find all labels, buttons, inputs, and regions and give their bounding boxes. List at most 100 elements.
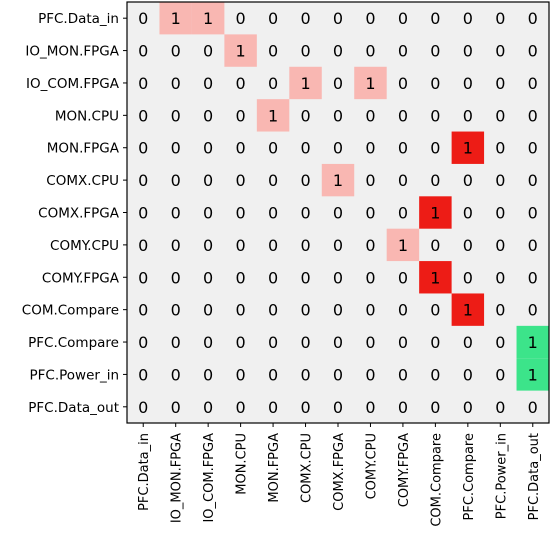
row-label-12: PFC.Data_out	[28, 400, 119, 416]
cell-value-11-3: 0	[236, 365, 246, 384]
cell-value-11-5: 0	[300, 365, 310, 384]
cell-value-3-7: 0	[365, 106, 375, 125]
col-label-3: MON.CPU	[235, 433, 250, 495]
row-label-8: COMY.FPGA	[42, 270, 120, 286]
row-label-11: PFC.Power_in	[30, 367, 120, 383]
cell-value-4-11: 0	[495, 139, 505, 158]
cell-value-10-0: 0	[138, 333, 148, 352]
cell-value-4-10: 1	[463, 139, 473, 158]
cell-value-2-4: 0	[268, 74, 278, 93]
cell-value-6-9: 1	[430, 204, 440, 223]
cell-value-5-1: 0	[171, 171, 181, 190]
cell-value-1-0: 0	[138, 42, 148, 61]
cell-value-2-3: 0	[236, 74, 246, 93]
cell-value-5-2: 0	[203, 171, 213, 190]
cell-value-5-6: 1	[333, 171, 343, 190]
cell-value-9-0: 0	[138, 301, 148, 320]
cell-value-12-11: 0	[495, 398, 505, 417]
col-label-6: COMX.FPGA	[332, 433, 347, 511]
cell-value-5-5: 0	[300, 171, 310, 190]
row-label-6: COMX.FPGA	[38, 206, 120, 222]
cell-value-4-5: 0	[300, 139, 310, 158]
cell-value-1-11: 0	[495, 42, 505, 61]
col-label-8: COMY.FPGA	[397, 433, 412, 507]
cell-value-3-11: 0	[495, 106, 505, 125]
cell-value-5-12: 0	[528, 171, 538, 190]
cell-value-3-10: 0	[463, 106, 473, 125]
cell-value-0-6: 0	[333, 9, 343, 28]
cell-value-0-8: 0	[398, 9, 408, 28]
cell-value-5-10: 0	[463, 171, 473, 190]
cell-value-5-9: 0	[430, 171, 440, 190]
col-label-11: PFC.Power_in	[494, 433, 509, 519]
highlight-cell-3-4	[256, 99, 290, 132]
cell-value-6-12: 0	[528, 204, 538, 223]
cell-value-7-12: 0	[528, 236, 538, 255]
cell-value-7-11: 0	[495, 236, 505, 255]
cell-value-7-3: 0	[236, 236, 246, 255]
cell-value-12-2: 0	[203, 398, 213, 417]
cell-value-1-2: 0	[203, 42, 213, 61]
plot-background	[127, 2, 549, 423]
cell-value-2-2: 0	[203, 74, 213, 93]
cell-value-11-4: 0	[268, 365, 278, 384]
cell-value-12-7: 0	[365, 398, 375, 417]
row-label-1: IO_MON.FPGA	[25, 44, 119, 60]
cell-value-1-8: 0	[398, 42, 408, 61]
col-label-10: PFC.Compare	[462, 433, 477, 520]
highlight-cell-6-9	[419, 196, 452, 229]
cell-value-3-9: 0	[430, 106, 440, 125]
cell-value-2-6: 0	[333, 74, 343, 93]
cell-value-5-4: 0	[268, 171, 278, 190]
cell-value-12-5: 0	[300, 398, 310, 417]
cell-value-5-0: 0	[138, 171, 148, 190]
cell-value-1-12: 0	[528, 42, 538, 61]
cell-value-0-9: 0	[430, 9, 440, 28]
cell-value-10-7: 0	[365, 333, 375, 352]
col-label-4: MON.FPGA	[267, 433, 282, 503]
cell-value-9-4: 0	[268, 301, 278, 320]
cell-value-12-3: 0	[236, 398, 246, 417]
cell-value-0-1: 1	[171, 9, 181, 28]
highlight-cell-5-6	[321, 163, 355, 197]
cell-value-6-5: 0	[300, 204, 310, 223]
cell-value-10-5: 0	[300, 333, 310, 352]
cell-value-6-6: 0	[333, 204, 343, 223]
cell-value-1-6: 0	[333, 42, 343, 61]
cell-value-10-10: 0	[463, 333, 473, 352]
cell-value-8-3: 0	[236, 268, 246, 287]
cell-value-11-9: 0	[430, 365, 440, 384]
cell-value-0-12: 0	[528, 9, 538, 28]
cell-value-9-6: 0	[333, 301, 343, 320]
cell-value-4-2: 0	[203, 139, 213, 158]
cell-value-6-11: 0	[495, 204, 505, 223]
highlight-cell-4-10	[451, 131, 485, 164]
highlight-cell-9-10	[451, 293, 485, 326]
cell-value-5-8: 0	[398, 171, 408, 190]
cell-value-9-12: 0	[528, 301, 538, 320]
highlight-cell-11-12	[516, 358, 549, 391]
cell-value-0-5: 0	[300, 9, 310, 28]
cell-value-5-7: 0	[365, 171, 375, 190]
cell-value-7-8: 1	[398, 236, 408, 255]
cell-value-0-3: 0	[236, 9, 246, 28]
cell-value-10-12: 1	[528, 333, 538, 352]
cell-value-11-11: 0	[495, 365, 505, 384]
cell-value-12-10: 0	[463, 398, 473, 417]
cell-value-12-4: 0	[268, 398, 278, 417]
cell-value-11-1: 0	[171, 365, 181, 384]
row-label-3: MON.CPU	[55, 108, 119, 124]
row-label-0: PFC.Data_in	[38, 11, 119, 27]
cell-value-8-0: 0	[138, 268, 148, 287]
row-label-4: MON.FPGA	[47, 141, 120, 157]
cell-value-11-7: 0	[365, 365, 375, 384]
cell-value-11-2: 0	[203, 365, 213, 384]
row-label-10: PFC.Compare	[28, 335, 119, 351]
cell-value-3-4: 1	[268, 106, 278, 125]
cell-value-7-1: 0	[171, 236, 181, 255]
cell-value-0-2: 1	[203, 9, 213, 28]
cell-value-12-1: 0	[171, 398, 181, 417]
highlight-cell-10-12	[516, 325, 549, 359]
highlight-cell-8-9	[419, 261, 452, 294]
cell-value-2-10: 0	[463, 74, 473, 93]
